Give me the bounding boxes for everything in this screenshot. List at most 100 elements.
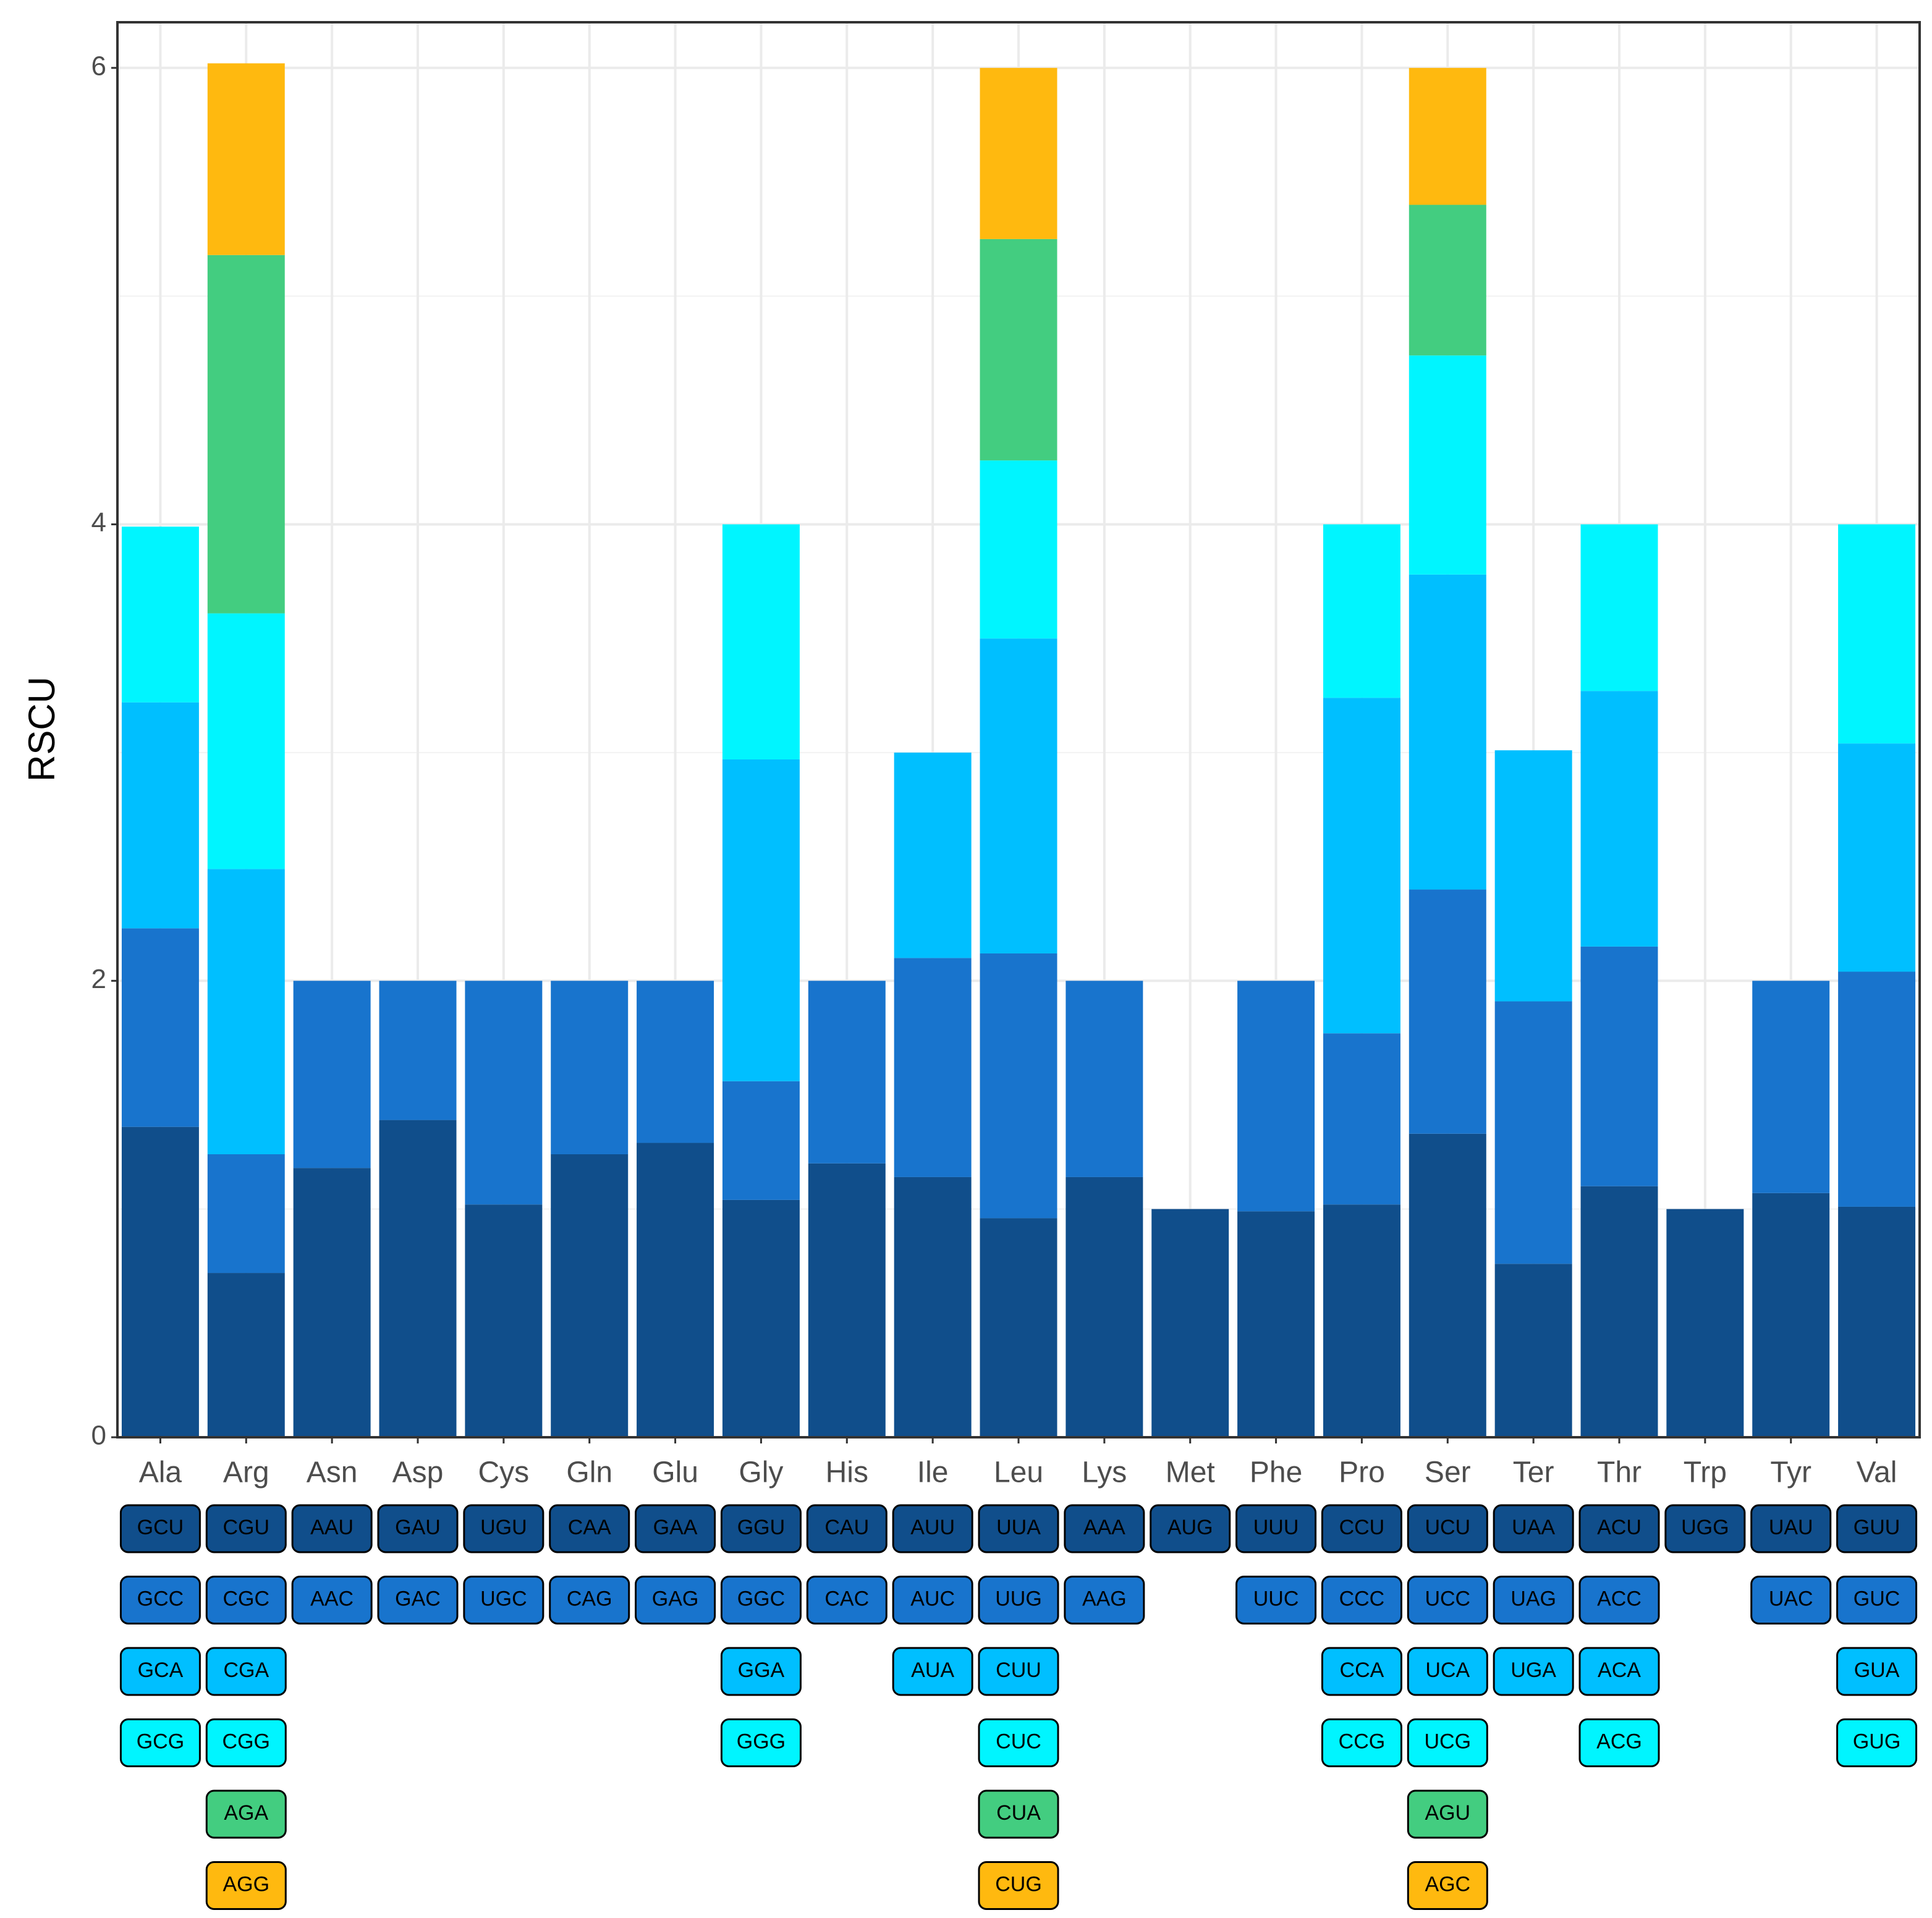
codon-box (1235, 1504, 1317, 1553)
bar-segment (980, 953, 1057, 1219)
bar-segment (637, 1143, 714, 1437)
codon-label: CUG (995, 1872, 1042, 1896)
bar-segment (207, 63, 285, 255)
bar-segment (1409, 67, 1486, 205)
codon-box (892, 1647, 973, 1696)
codon-label: UGU (480, 1516, 527, 1539)
codon-label: UUU (1253, 1516, 1299, 1539)
bar-segment (808, 981, 886, 1164)
bar-segment (722, 524, 800, 760)
bar-segment (207, 255, 285, 614)
codon-label: AAU (310, 1516, 354, 1539)
codon-box (205, 1647, 287, 1696)
codon-box (978, 1576, 1059, 1624)
x-tick-label: Ile (917, 1456, 949, 1489)
codon-box (720, 1718, 802, 1767)
bar-segment (980, 638, 1057, 953)
codon-label: CAG (567, 1587, 612, 1610)
codon-label: GUA (1854, 1658, 1900, 1682)
bar-segment (1237, 981, 1315, 1212)
codon-box (1407, 1718, 1488, 1767)
y-tick-label: 2 (91, 964, 106, 994)
y-tick-label: 0 (91, 1421, 106, 1451)
codon-label: AGA (224, 1801, 268, 1825)
x-tick-label: Gly (739, 1456, 783, 1489)
codon-label: CCG (1339, 1730, 1386, 1753)
x-tick-label: Lys (1082, 1456, 1127, 1489)
codon-box (377, 1576, 459, 1624)
codon-label: UCU (1425, 1516, 1470, 1539)
codon-label: GUU (1854, 1516, 1900, 1539)
bar-segment (1409, 574, 1486, 890)
bar-segment (808, 1163, 886, 1437)
bar-segment (1409, 205, 1486, 356)
x-tick-label: Cys (478, 1456, 530, 1489)
codon-box (1407, 1647, 1488, 1696)
x-tick-label: Ter (1513, 1456, 1554, 1489)
bar-segment (894, 958, 972, 1177)
bar-segment (637, 981, 714, 1143)
codon-label: ACG (1596, 1730, 1642, 1753)
x-tick-label: Trp (1684, 1456, 1727, 1489)
codon-box (635, 1504, 716, 1553)
codon-label: AGC (1425, 1872, 1470, 1896)
codon-label: CAA (568, 1516, 611, 1539)
codon-box (205, 1861, 287, 1910)
codon-label: GGC (737, 1587, 785, 1610)
bar-segment (1838, 743, 1916, 972)
codon-box (205, 1789, 287, 1839)
x-tick-label: His (826, 1456, 868, 1489)
codon-label: UAC (1769, 1587, 1813, 1610)
codon-label: AAA (1083, 1516, 1125, 1539)
codon-label: AUG (1167, 1516, 1213, 1539)
codon-label: AUC (910, 1587, 955, 1610)
codon-box (291, 1504, 373, 1553)
codon-label: GAU (395, 1516, 441, 1539)
bar-segment (1838, 1206, 1916, 1437)
x-tick-label: Met (1166, 1456, 1215, 1489)
codon-box (1150, 1504, 1231, 1553)
codon-box (1750, 1504, 1832, 1553)
bar-segment (121, 1126, 199, 1437)
x-tick-label: Tyr (1770, 1456, 1811, 1489)
codon-box (1836, 1647, 1918, 1696)
codon-box (806, 1576, 888, 1624)
codon-label: CUA (996, 1801, 1041, 1825)
codon-box (892, 1576, 973, 1624)
x-tick-label: Phe (1250, 1456, 1302, 1489)
bar-segment (207, 613, 285, 869)
bar-segment (1494, 1264, 1572, 1437)
codon-label: UAU (1769, 1516, 1813, 1539)
codon-box (978, 1789, 1059, 1839)
codon-label: GCU (137, 1516, 184, 1539)
x-tick-label: Asp (392, 1456, 444, 1489)
codon-label: CCU (1339, 1516, 1385, 1539)
codon-box (1235, 1576, 1317, 1624)
bar-segment (1323, 698, 1400, 1034)
codon-label: CUC (996, 1730, 1041, 1753)
codon-box (549, 1576, 630, 1624)
bar-segment (1409, 889, 1486, 1134)
codon-box (1493, 1504, 1574, 1553)
codon-label: CGU (223, 1516, 270, 1539)
bar-segment (379, 1120, 457, 1437)
codon-label: UAG (1510, 1587, 1556, 1610)
x-tick-label: Gln (566, 1456, 612, 1489)
codon-box (978, 1718, 1059, 1767)
x-tick-label: Arg (223, 1456, 269, 1489)
bar-segment (121, 928, 199, 1127)
codon-box (720, 1504, 802, 1553)
codon-label: GAG (652, 1587, 699, 1610)
bar-segment (1752, 981, 1830, 1193)
codon-box (1064, 1576, 1145, 1624)
codon-label: CCA (1340, 1658, 1384, 1682)
codon-box (978, 1504, 1059, 1553)
codon-label: CAC (824, 1587, 869, 1610)
codon-box (1578, 1576, 1660, 1624)
x-tick-label: Ser (1425, 1456, 1471, 1489)
x-tick-label: Val (1857, 1456, 1897, 1489)
codon-label: UUA (996, 1516, 1041, 1539)
bar-segment (1838, 971, 1916, 1207)
codon-box (1407, 1504, 1488, 1553)
codon-box (463, 1576, 544, 1624)
